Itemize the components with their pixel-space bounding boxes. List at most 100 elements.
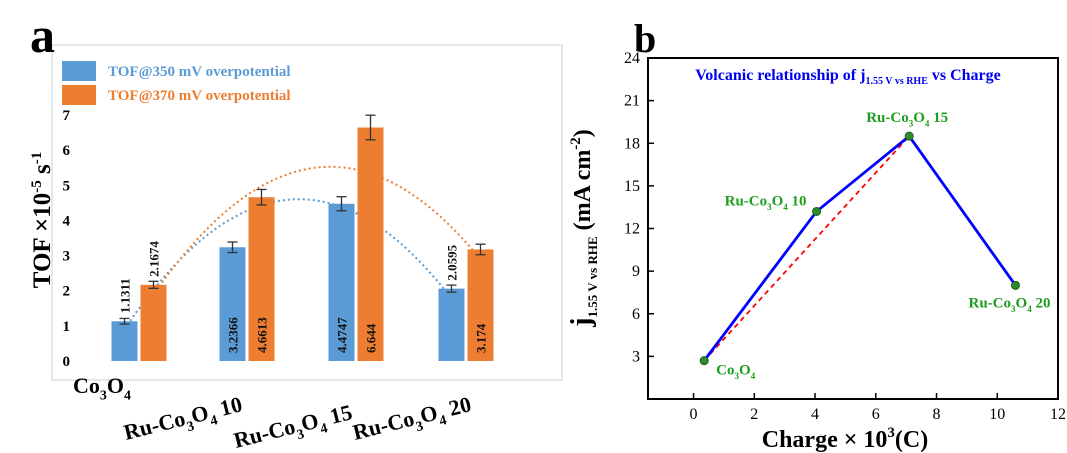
point-label-sub: 3 [767,202,772,212]
y-tick-label: 4 [63,213,71,229]
dashed-line [703,134,1017,362]
solid-line [703,134,1017,362]
y-tick-label: 18 [624,135,640,152]
y-tick-label: 9 [632,263,640,280]
x-tick-label: Co3O4 [73,373,131,404]
x-tick-sub: 3 [414,419,424,435]
y-tick-label: 6 [63,143,71,159]
panel-a-trendlines [123,165,482,330]
y-tick-label: 7 [63,108,71,124]
point-label-mid: O [772,193,784,209]
panel-b: b Volcanic relationship of j1.55 V vs RH… [566,16,1066,453]
point-label-sub: 3 [909,119,914,129]
legend-label: TOF@350 mV overpotential [108,64,291,80]
x-tick-tail: 10 [212,391,245,422]
point-label-sub: 3 [1011,304,1016,314]
x-tick-label: 12 [1050,406,1066,423]
x-tick-mid: O [417,400,440,428]
x-tick-sub: 4 [319,421,329,437]
panel-b-x-axis-label: Charge × 103(C) [762,425,929,453]
point-label-tail: 20 [1032,295,1051,311]
x-tick-mid: O [188,400,211,428]
panel-b-y-axis-label: j1.55 V vs RHE (mA cm-2) [566,129,600,328]
error-bar [227,241,238,254]
x-tick-sub: 4 [438,413,448,429]
panel-a-label: a [30,7,55,63]
point-label-base: Ru-Co [969,295,1012,311]
bar-data-label: 2.0595 [445,244,460,280]
trend-curve [123,198,453,330]
error-bar [365,114,376,141]
x-tick-label: 0 [690,406,698,423]
x-tick-sub: 3 [185,419,195,435]
x-tick-base: Co [73,373,100,398]
error-bar [148,280,159,289]
ylabel-sup: -5 [29,180,45,193]
point-label-base: Co [716,363,734,379]
x-tick-tail: 20 [441,391,474,422]
y-tick-label: 24 [624,50,640,67]
legend-label: TOF@370 mV overpotential [108,88,291,104]
title-sub: 1.55 V vs RHE [865,76,928,87]
ylabel-sup: -1 [29,152,45,165]
bar-data-label: 4.4747 [335,317,350,353]
point-label-sub: 3 [735,371,740,381]
y-tick-label: 3 [63,249,71,265]
bar [140,284,167,361]
x-tick-sub: 4 [209,413,219,429]
point-label-sub: 4 [783,202,788,212]
point-label: Ru-Co3O4 15 [866,110,948,129]
point-label: Ru-Co3O4 10 [725,193,807,212]
x-tick-tail: 15 [322,399,355,430]
title-text: Volcanic relationship of j [695,67,865,84]
x-tick-base: Ru-Co [231,414,298,453]
point-label-sub: 4 [925,119,930,129]
panel-a: a TOF ×10-5 s-1 TOF@350 mV overpotential… [29,7,563,453]
x-tick-label: 10 [989,406,1005,423]
panel-b-lines [703,134,1017,362]
panel-a-y-axis-label: TOF ×10-5 s-1 [29,152,56,289]
x-tick-base: Ru-Co [350,406,417,445]
ylabel-sub: 1.55 V vs RHE [585,236,600,317]
y-tick-label: 12 [624,221,640,238]
point-label-mid: O [1016,295,1028,311]
error-bar [336,196,347,212]
x-tick-sub: 4 [124,389,131,404]
x-tick-mid: O [298,408,321,436]
bar [328,203,355,361]
error-bar [446,284,457,293]
ylabel-text: (mA cm [570,150,596,237]
bar [111,321,138,361]
y-tick-label: 15 [624,178,640,195]
panel-b-plot-frame [647,57,1059,400]
y-tick-label: 2 [63,284,71,300]
x-tick-sub: 3 [295,427,305,443]
x-tick-label: Ru-Co3O4 20 [350,391,475,450]
error-bar [256,188,267,206]
bar-data-label: 1.1311 [118,278,133,313]
title-text: vs Charge [928,67,1001,84]
y-tick-label: 6 [632,306,640,323]
bar [248,197,275,361]
error-bar [119,317,130,325]
y-tick-label: 3 [632,348,640,365]
x-tick-label: 6 [872,406,880,423]
panel-b-title: Volcanic relationship of j1.55 V vs RHE … [695,67,1001,87]
bar-data-label: 2.1674 [147,241,162,277]
x-tick-sub: 3 [100,389,107,404]
bar-data-label: 4.6613 [255,317,270,353]
ylabel-text: j [566,317,597,327]
data-point [1010,280,1020,290]
panel-a-bars: 1.1311 3.2366 4.4747 2.0595 2.1674 4.6613 6.64… [111,114,494,361]
panel-a-y-ticks: 0 1 2 3 4 5 6 7 [63,108,71,370]
bar-data-label: 3.2366 [226,317,241,353]
bar [219,247,246,361]
x-tick-label: 2 [750,406,758,423]
ylabel-unit: s [29,164,56,180]
trend-curve [152,165,482,296]
y-tick-label: 5 [63,178,71,194]
